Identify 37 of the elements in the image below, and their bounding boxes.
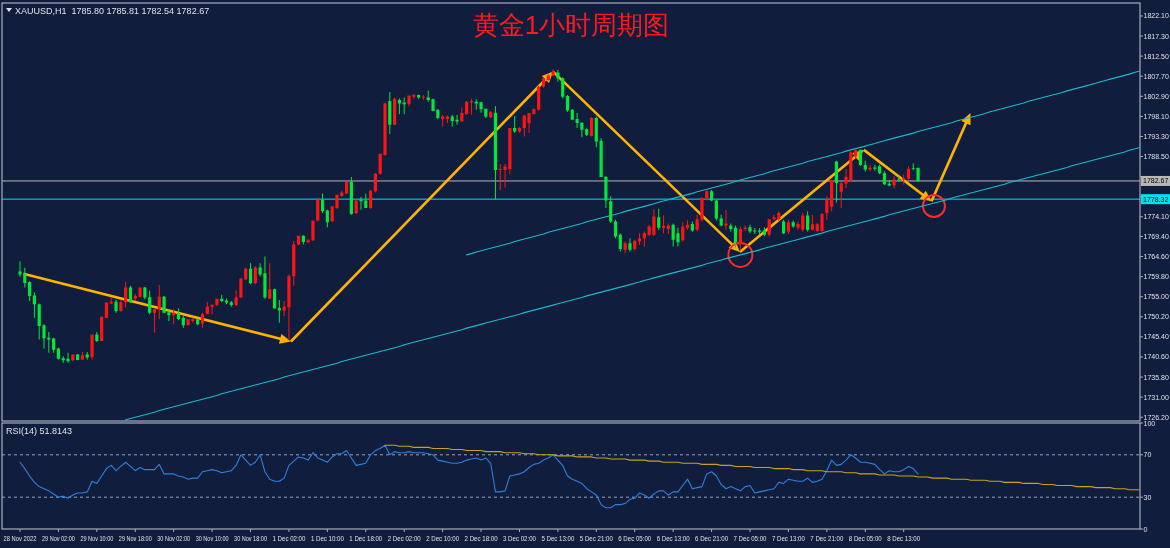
candlestick [772, 214, 776, 221]
candlestick [306, 238, 310, 244]
candlestick [724, 209, 728, 230]
candlestick [748, 224, 752, 234]
candlestick [263, 256, 267, 299]
candlestick [604, 176, 608, 209]
candlestick [469, 98, 474, 115]
candlestick [916, 167, 920, 182]
candlestick [868, 165, 872, 172]
line-series [466, 70, 1140, 256]
candlestick [661, 215, 666, 234]
candlestick [676, 227, 680, 247]
candlestick [90, 334, 94, 360]
candlestick [311, 220, 315, 242]
candlestick [215, 298, 219, 306]
candlestick [479, 101, 483, 113]
candlestick [628, 238, 632, 252]
candlestick [138, 287, 142, 298]
candlestick [239, 277, 243, 298]
candlestick [892, 176, 896, 188]
candlestick [407, 95, 411, 107]
candlestick [820, 213, 824, 232]
line-series [125, 147, 1140, 421]
candlestick [152, 308, 157, 333]
candlestick [114, 299, 118, 313]
candlestick [287, 274, 291, 340]
candlestick [873, 164, 877, 171]
candlestick [580, 122, 584, 138]
line-series [19, 444, 919, 509]
candlestick [652, 209, 656, 237]
annotation: XAUUSD,H1 1785.80 1785.81 1782.54 1782.67 [15, 6, 210, 16]
candlestick [902, 174, 906, 185]
chart-title: 黄金1小时周期图 [472, 10, 670, 40]
candlestick [186, 319, 190, 326]
candlestick [277, 300, 281, 323]
line-series [384, 444, 1140, 491]
annotation: RSI(14) 51.8143 [6, 426, 73, 436]
